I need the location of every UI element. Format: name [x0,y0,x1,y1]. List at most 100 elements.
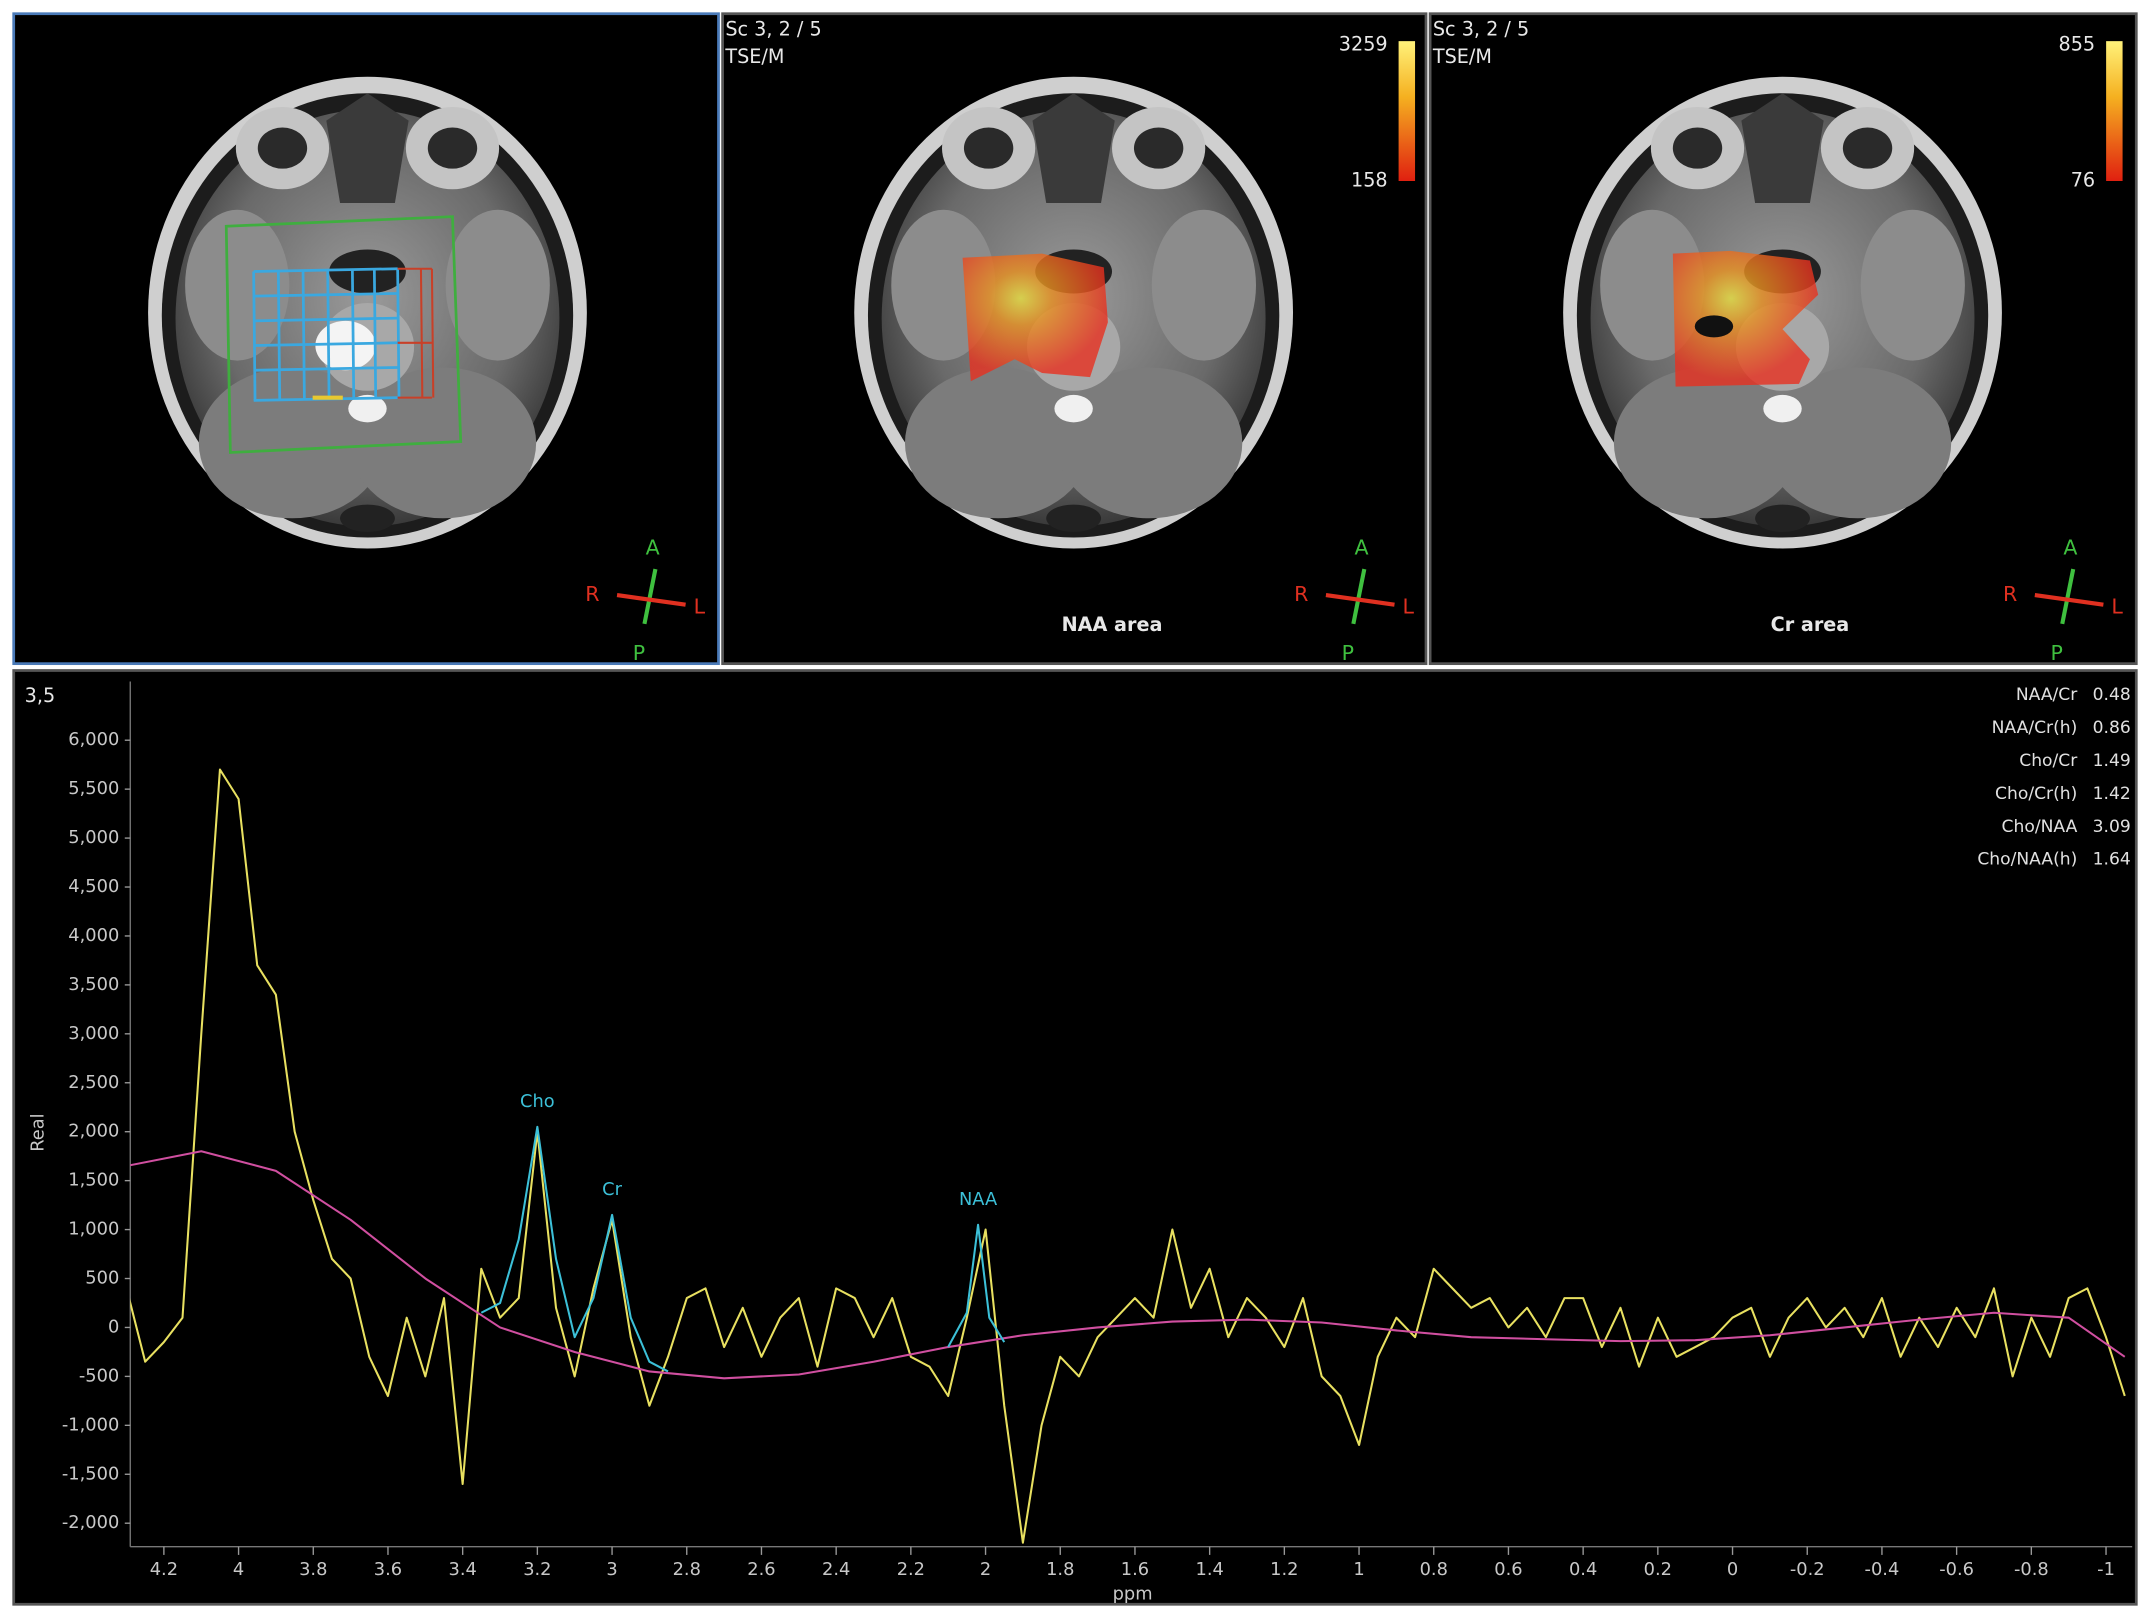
y-tick-label: 5,000 [68,827,119,848]
x-tick-label: 3.4 [449,1559,477,1580]
x-tick-label: -0.4 [1865,1559,1900,1580]
orientation-label: R [1294,582,1308,606]
x-tick-label: 0.4 [1569,1559,1597,1580]
x-tick-label: 3.2 [523,1559,551,1580]
orientation-marker: A P R L [2003,535,2123,665]
series-label: TSE/M [724,45,784,68]
spectrum-viewport[interactable] [12,669,2138,1606]
voi-box [224,215,463,454]
y-tick-label: -2,000 [62,1512,119,1533]
scan-label: Sc 3, 2 / 5 [725,18,821,41]
orientation-label: L [694,594,706,618]
plot-area [130,768,2126,1544]
y-axis-label: Real [27,1113,48,1151]
orientation-label: P [1342,641,1354,665]
x-tick-label: 1.4 [1195,1559,1223,1580]
y-tick-label: 1,500 [68,1170,119,1191]
map-caption: Cr area [1771,613,1850,636]
ratio-value: 3.09 [2093,817,2131,837]
x-tick-label: 1 [1353,1559,1364,1580]
x-tick-label: 4.2 [150,1559,178,1580]
x-tick-label: 3.8 [299,1559,327,1580]
x-tick-label: 3.6 [374,1559,402,1580]
grid-line [253,341,398,347]
y-tick-label: 3,000 [68,1023,119,1044]
grid-line [351,270,356,400]
x-axis-label: ppm [1113,1584,1153,1605]
ap-axis [1351,568,1367,625]
colorbar [1398,41,1416,182]
rl-axis [1325,593,1395,607]
x-tick-label: 0 [1727,1559,1738,1580]
naa-overlay [962,253,1108,382]
orientation-label: P [2051,641,2063,665]
voxel-grid-edge [397,267,435,399]
y-tick-label: 4,000 [68,925,119,946]
grid-line [326,270,331,400]
y-tick-label: 500 [85,1268,119,1289]
ratio-label: NAA/Cr(h) [1992,718,2078,738]
x-tick-label: 1.2 [1270,1559,1298,1580]
ratio-label: Cho/Cr(h) [1995,784,2077,804]
y-tick-label: 3,500 [68,974,119,995]
orientation-marker: A P R L [585,535,705,665]
orientation-label: P [633,641,645,665]
rl-axis [616,593,686,607]
x-tick-label: 2.6 [747,1559,775,1580]
x-tick-label: 3 [606,1559,617,1580]
y-tick-label: 6,000 [68,729,119,750]
peak-label: Cho [520,1091,555,1112]
ap-axis [2060,568,2076,625]
voxel-grid [252,267,401,402]
ratio-value: 1.64 [2093,850,2131,870]
orientation-label: A [1355,535,1369,559]
voxel-label: 3,5 [25,684,56,707]
colorbar [2106,41,2123,182]
orientation-label: L [1402,594,1414,618]
ratio-label: Cho/NAA(h) [1977,850,2077,870]
y-tick-label: -500 [79,1365,119,1386]
spectrum-line [480,1125,1006,1373]
colorbar-max: 855 [2059,33,2096,56]
colorbar-max: 3259 [1339,33,1388,56]
x-tick-label: 1.6 [1121,1559,1149,1580]
scan-label: Sc 3, 2 / 5 [1433,18,1529,41]
ratio-value: 1.42 [2093,784,2131,804]
rl-axis [2034,593,2104,607]
grid-line [430,268,435,398]
orientation-label: R [585,582,599,606]
orientation-label: R [2003,582,2017,606]
y-tick-label: 5,500 [68,778,119,799]
x-tick-label: 2 [980,1559,991,1580]
grid-line [419,268,424,398]
y-tick-label: -1,500 [62,1463,119,1484]
ratio-label: NAA/Cr [2016,685,2078,705]
orientation-label: A [646,535,660,559]
grid-line [252,271,257,401]
grid-line [372,268,378,398]
x-tick-label: -0.6 [1939,1559,1974,1580]
x-tick-label: 4 [233,1559,244,1580]
mri-slice [148,76,587,549]
x-tick-label: -1 [2097,1559,2115,1580]
x-tick-label: -0.2 [1790,1559,1825,1580]
spectrum-line [130,1150,2126,1380]
x-tick-label: -0.8 [2014,1559,2049,1580]
peak-label: Cr [602,1179,622,1200]
x-tick-label: 0.6 [1494,1559,1522,1580]
ratio-label: Cho/NAA [2002,817,2078,837]
x-tick-label: 0.2 [1644,1559,1672,1580]
series-label: TSE/M [1432,45,1492,68]
grid-line [253,366,398,372]
spectrum-line [130,768,2126,1544]
grid-line [396,268,401,398]
orientation-label: A [2063,535,2077,559]
ratio-label: Cho/Cr [2019,751,2078,771]
map-caption: NAA area [1062,613,1163,636]
x-tick-label: 2.4 [822,1559,850,1580]
y-tick-label: 2,500 [68,1072,119,1093]
orientation-label: L [2111,594,2123,618]
ratio-value: 0.48 [2093,685,2131,705]
ratio-value: 1.49 [2093,751,2131,771]
